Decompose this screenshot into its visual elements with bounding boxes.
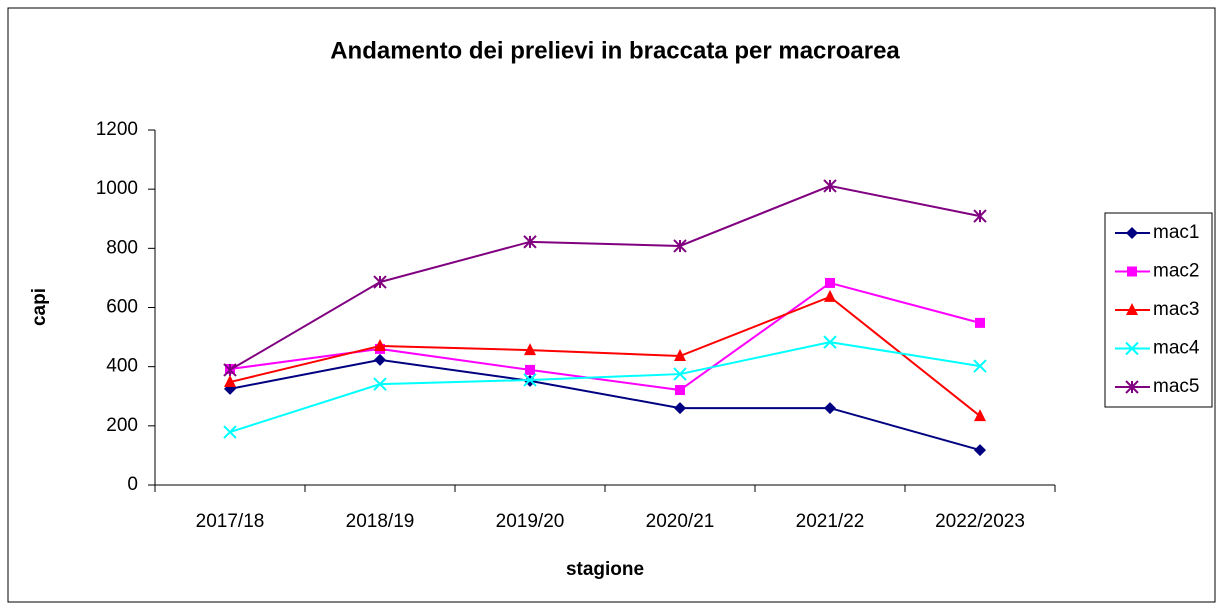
chart-title: Andamento dei prelievi in braccata per m… xyxy=(330,37,900,64)
marker xyxy=(224,375,236,388)
marker-shape xyxy=(824,289,836,302)
marker-shape xyxy=(825,277,835,288)
marker xyxy=(523,235,537,249)
marker xyxy=(673,239,687,253)
legend-label: mac4 xyxy=(1153,338,1200,359)
marker xyxy=(824,289,836,302)
y-axis-label: capi xyxy=(29,288,50,326)
marker-shape xyxy=(523,235,537,249)
marker xyxy=(974,409,986,422)
marker xyxy=(824,402,836,415)
legend-label: mac2 xyxy=(1153,261,1199,282)
y-tick-label: 800 xyxy=(106,237,138,258)
marker xyxy=(974,444,986,457)
legend-label: mac1 xyxy=(1153,222,1199,243)
marker-shape xyxy=(1125,341,1139,356)
marker-shape xyxy=(824,402,836,415)
marker-shape xyxy=(1126,227,1138,239)
series-line xyxy=(229,184,981,371)
y-tick-label: 200 xyxy=(106,415,138,436)
marker-shape xyxy=(525,364,535,375)
marker-shape xyxy=(224,375,236,388)
marker-shape xyxy=(1126,303,1138,315)
y-tick-label: 600 xyxy=(106,297,138,318)
marker xyxy=(374,353,386,366)
series-line xyxy=(229,295,981,417)
marker-shape xyxy=(973,359,987,373)
y-tick-label: 1000 xyxy=(96,178,138,199)
marker xyxy=(973,209,987,223)
marker-shape xyxy=(674,349,686,362)
chart-border xyxy=(7,7,1216,603)
marker-shape xyxy=(374,338,386,351)
marker xyxy=(1125,341,1139,356)
x-tick-label: 2021/22 xyxy=(796,511,865,532)
marker xyxy=(674,349,686,362)
marker xyxy=(823,179,837,193)
x-axis-label: stagione xyxy=(566,559,644,580)
marker xyxy=(675,385,685,396)
marker xyxy=(523,373,537,387)
series-line xyxy=(229,358,981,452)
marker-shape xyxy=(823,335,837,349)
marker xyxy=(674,402,686,415)
marker-shape xyxy=(674,402,686,415)
marker xyxy=(374,338,386,351)
marker-shape xyxy=(974,409,986,422)
marker xyxy=(673,367,687,381)
marker xyxy=(973,359,987,373)
marker xyxy=(1126,227,1138,239)
x-tick-label: 2017/18 xyxy=(196,511,265,532)
legend-label: mac5 xyxy=(1153,376,1199,397)
marker xyxy=(1127,266,1137,277)
marker-shape xyxy=(974,444,986,457)
marker xyxy=(823,335,837,349)
marker-shape xyxy=(823,179,837,193)
x-tick-label: 2018/19 xyxy=(346,511,415,532)
marker-shape xyxy=(223,425,237,439)
marker xyxy=(223,425,237,439)
marker xyxy=(1125,380,1139,394)
x-tick-label: 2019/20 xyxy=(496,511,565,532)
marker xyxy=(223,363,237,377)
y-tick-label: 400 xyxy=(106,356,138,377)
marker-shape xyxy=(374,353,386,366)
marker xyxy=(373,377,387,391)
x-tick-label: 2020/21 xyxy=(646,511,715,532)
marker-shape xyxy=(524,343,536,356)
marker xyxy=(373,275,387,289)
legend-label: mac3 xyxy=(1153,299,1199,320)
marker-shape xyxy=(1127,266,1137,277)
marker-shape xyxy=(975,317,985,328)
marker-shape xyxy=(373,377,387,391)
marker-shape xyxy=(675,385,685,396)
marker xyxy=(524,343,536,356)
marker-shape xyxy=(223,363,237,377)
y-tick-label: 1200 xyxy=(96,119,138,140)
y-tick-label: 0 xyxy=(127,474,138,495)
marker xyxy=(975,317,985,328)
x-tick-label: 2022/2023 xyxy=(935,511,1025,532)
marker-shape xyxy=(523,373,537,387)
marker-shape xyxy=(373,275,387,289)
marker-shape xyxy=(673,367,687,381)
marker-shape xyxy=(1125,380,1139,394)
marker-shape xyxy=(673,239,687,253)
marker xyxy=(825,277,835,288)
marker xyxy=(525,364,535,375)
marker xyxy=(1126,303,1138,315)
marker-shape xyxy=(973,209,987,223)
series-line xyxy=(229,341,981,433)
